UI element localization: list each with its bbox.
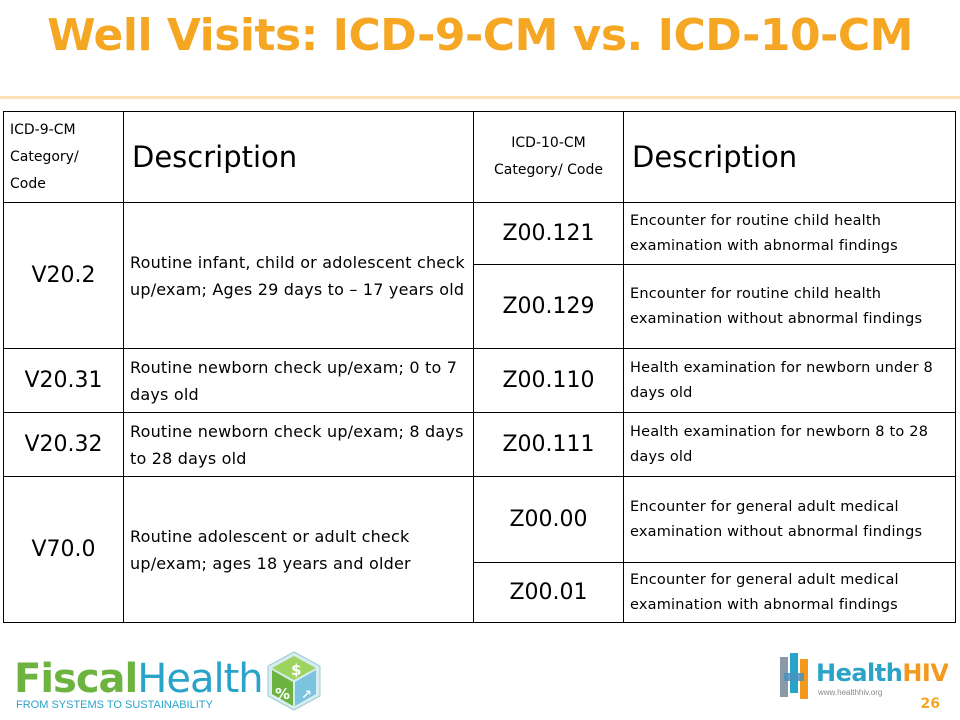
logo-url: www.healthhiv.org: [817, 688, 882, 697]
table-header-row: ICD-9-CM Category/ Code Description ICD-…: [3, 111, 956, 203]
svg-text:%: %: [275, 685, 290, 703]
icd-comparison-table: ICD-9-CM Category/ Code Description ICD-…: [3, 111, 956, 623]
svg-text:FiscalHealth: FiscalHealth: [14, 656, 263, 702]
slide-title: Well Visits: ICD-9-CM vs. ICD-10-CM: [47, 10, 913, 61]
icd10-description-cell: Encounter for general adult medical exam…: [623, 562, 956, 623]
icd9-description-cell: Routine newborn check up/exam; 0 to 7 da…: [123, 348, 474, 413]
table-row: V70.0 Routine adolescent or adult check …: [3, 476, 956, 623]
logo-word-health: Health: [816, 659, 902, 687]
healthhiv-mark-icon: [780, 653, 808, 699]
icd10-code-cell: Z00.110: [473, 348, 624, 413]
icd10-code-cell: Z00.121: [473, 202, 624, 265]
table-row: Z00.01 Encounter for general adult medic…: [4, 562, 956, 623]
icd10-description-cell: Encounter for routine child health exami…: [623, 264, 956, 349]
table-row: V20.2 Routine infant, child or adolescen…: [3, 202, 956, 349]
icd10-description-cell: Encounter for general adult medical exam…: [623, 476, 956, 563]
fiscal-cube-icon: $ % ↗: [267, 651, 321, 711]
icd9-code-cell: V70.0: [3, 476, 124, 623]
icd9-code-cell: V20.31: [3, 348, 124, 413]
header-icd10-description: Description: [623, 111, 956, 203]
icd10-code-cell: Z00.111: [473, 412, 624, 477]
icd10-description-cell: Health examination for newborn under 8 d…: [623, 348, 956, 413]
icd9-description-cell: Routine newborn check up/exam; 8 days to…: [123, 412, 474, 477]
icd9-code-cell: V20.32: [3, 412, 124, 477]
logo-word-health: Health: [137, 656, 262, 702]
table-row: V20.31 Routine newborn check up/exam; 0 …: [3, 348, 956, 413]
icd9-description-cell: Routine adolescent or adult check up/exa…: [123, 476, 474, 623]
icd10-description-cell: Health examination for newborn 8 to 28 d…: [623, 412, 956, 477]
header-icd9-code: ICD-9-CM Category/ Code: [3, 111, 124, 203]
icd10-code-cell: Z00.00: [473, 476, 624, 563]
title-divider: [0, 96, 960, 99]
logo-tagline: FROM SYSTEMS TO SUSTAINABILITY: [16, 699, 213, 711]
svg-text:$: $: [291, 661, 301, 679]
icd10-code-cell: Z00.01: [473, 562, 624, 623]
healthhiv-logo: HealthHIV www.healthhiv.org: [780, 653, 948, 699]
table-row: V20.32 Routine newborn check up/exam; 8 …: [3, 412, 956, 477]
page-number: 26: [920, 696, 940, 712]
header-icd10-code: ICD-10-CM Category/ Code: [473, 111, 624, 203]
icd9-description-cell: Routine infant, child or adolescent chec…: [123, 202, 474, 349]
icd10-description-cell: Encounter for routine child health exami…: [623, 202, 956, 265]
icd10-code-cell: Z00.129: [473, 264, 624, 349]
svg-text:HealthHIV: HealthHIV: [816, 659, 948, 687]
fiscalhealth-logo: FiscalHealth FROM SYSTEMS TO SUSTAINABIL…: [14, 651, 321, 711]
svg-text:↗: ↗: [301, 688, 312, 703]
icd9-code-cell: V20.2: [3, 202, 124, 349]
logo-word-fiscal: Fiscal: [14, 656, 137, 702]
table-row: Z00.129 Encounter for routine child heal…: [4, 264, 956, 349]
header-icd9-description: Description: [123, 111, 474, 203]
logo-word-hiv: HIV: [902, 659, 948, 687]
